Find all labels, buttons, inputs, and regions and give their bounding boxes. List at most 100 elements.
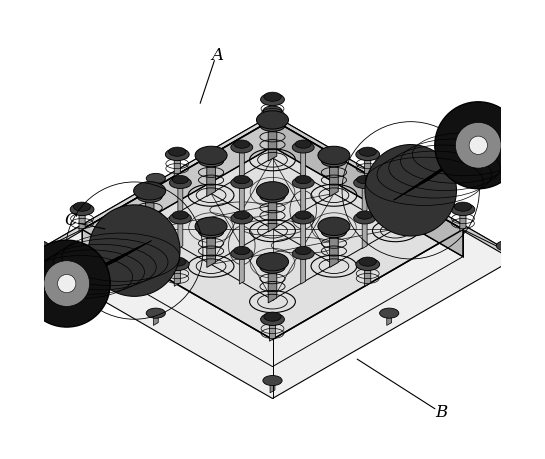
- Polygon shape: [94, 250, 132, 272]
- Polygon shape: [301, 220, 306, 249]
- Polygon shape: [393, 176, 434, 200]
- Polygon shape: [174, 266, 180, 286]
- Polygon shape: [330, 230, 338, 268]
- Ellipse shape: [295, 211, 311, 219]
- Ellipse shape: [469, 136, 487, 154]
- Polygon shape: [365, 266, 371, 286]
- Polygon shape: [27, 115, 272, 263]
- Ellipse shape: [380, 308, 399, 318]
- Ellipse shape: [165, 148, 189, 161]
- Ellipse shape: [295, 140, 311, 148]
- Ellipse shape: [231, 141, 253, 153]
- Polygon shape: [460, 211, 466, 231]
- Ellipse shape: [354, 177, 376, 189]
- Ellipse shape: [165, 258, 189, 270]
- Ellipse shape: [198, 226, 223, 238]
- Ellipse shape: [172, 211, 189, 219]
- Ellipse shape: [257, 252, 288, 271]
- Ellipse shape: [260, 261, 285, 273]
- Ellipse shape: [295, 175, 311, 184]
- Ellipse shape: [261, 313, 284, 325]
- Polygon shape: [105, 244, 145, 266]
- Ellipse shape: [365, 145, 457, 236]
- Ellipse shape: [260, 190, 285, 202]
- Ellipse shape: [322, 155, 347, 167]
- Polygon shape: [82, 119, 272, 257]
- Ellipse shape: [383, 190, 408, 202]
- Polygon shape: [207, 230, 215, 268]
- Ellipse shape: [356, 211, 373, 219]
- Ellipse shape: [29, 241, 49, 251]
- Ellipse shape: [168, 147, 186, 156]
- Ellipse shape: [198, 155, 223, 167]
- Ellipse shape: [292, 248, 314, 259]
- Ellipse shape: [58, 274, 76, 293]
- Ellipse shape: [168, 257, 186, 266]
- Polygon shape: [153, 312, 158, 325]
- Polygon shape: [239, 220, 244, 249]
- Polygon shape: [268, 265, 277, 303]
- Ellipse shape: [359, 147, 377, 156]
- Polygon shape: [387, 177, 392, 190]
- Polygon shape: [207, 158, 215, 196]
- Polygon shape: [178, 185, 183, 213]
- Ellipse shape: [263, 106, 282, 116]
- Polygon shape: [432, 153, 469, 175]
- Polygon shape: [413, 165, 451, 187]
- Ellipse shape: [169, 213, 191, 224]
- Polygon shape: [301, 256, 306, 284]
- Ellipse shape: [379, 182, 411, 200]
- Polygon shape: [458, 137, 492, 158]
- Ellipse shape: [234, 175, 250, 184]
- Ellipse shape: [318, 146, 350, 164]
- Ellipse shape: [234, 211, 250, 219]
- Ellipse shape: [451, 203, 475, 216]
- Polygon shape: [400, 173, 440, 196]
- Ellipse shape: [88, 205, 180, 297]
- Ellipse shape: [146, 308, 165, 318]
- Ellipse shape: [456, 123, 501, 168]
- Polygon shape: [269, 321, 276, 341]
- Polygon shape: [58, 269, 94, 289]
- Ellipse shape: [264, 312, 281, 321]
- Polygon shape: [76, 260, 113, 280]
- Ellipse shape: [195, 217, 227, 235]
- Polygon shape: [100, 247, 138, 269]
- Polygon shape: [301, 185, 306, 213]
- Ellipse shape: [292, 213, 314, 224]
- Polygon shape: [174, 156, 180, 176]
- Ellipse shape: [257, 111, 288, 129]
- Polygon shape: [88, 253, 126, 275]
- Polygon shape: [53, 272, 87, 292]
- Ellipse shape: [292, 177, 314, 189]
- Text: A: A: [211, 47, 223, 64]
- Polygon shape: [270, 379, 275, 393]
- Polygon shape: [269, 101, 276, 121]
- Ellipse shape: [70, 203, 94, 216]
- Polygon shape: [111, 241, 152, 263]
- Polygon shape: [37, 244, 41, 258]
- Polygon shape: [70, 263, 106, 283]
- Polygon shape: [301, 150, 306, 178]
- Polygon shape: [82, 257, 119, 278]
- Ellipse shape: [231, 248, 253, 259]
- Polygon shape: [451, 141, 487, 162]
- Polygon shape: [27, 115, 518, 398]
- Ellipse shape: [146, 174, 165, 184]
- Polygon shape: [365, 156, 371, 176]
- Ellipse shape: [356, 148, 380, 161]
- Polygon shape: [439, 149, 475, 170]
- Polygon shape: [419, 161, 457, 183]
- Ellipse shape: [234, 140, 250, 148]
- Ellipse shape: [318, 217, 350, 235]
- Polygon shape: [79, 211, 85, 231]
- Ellipse shape: [295, 246, 311, 255]
- Polygon shape: [268, 123, 277, 161]
- Ellipse shape: [322, 226, 347, 238]
- Ellipse shape: [454, 202, 471, 211]
- Ellipse shape: [23, 240, 110, 327]
- Ellipse shape: [134, 182, 166, 200]
- Polygon shape: [407, 168, 445, 192]
- Polygon shape: [82, 119, 463, 340]
- Text: C: C: [65, 212, 77, 229]
